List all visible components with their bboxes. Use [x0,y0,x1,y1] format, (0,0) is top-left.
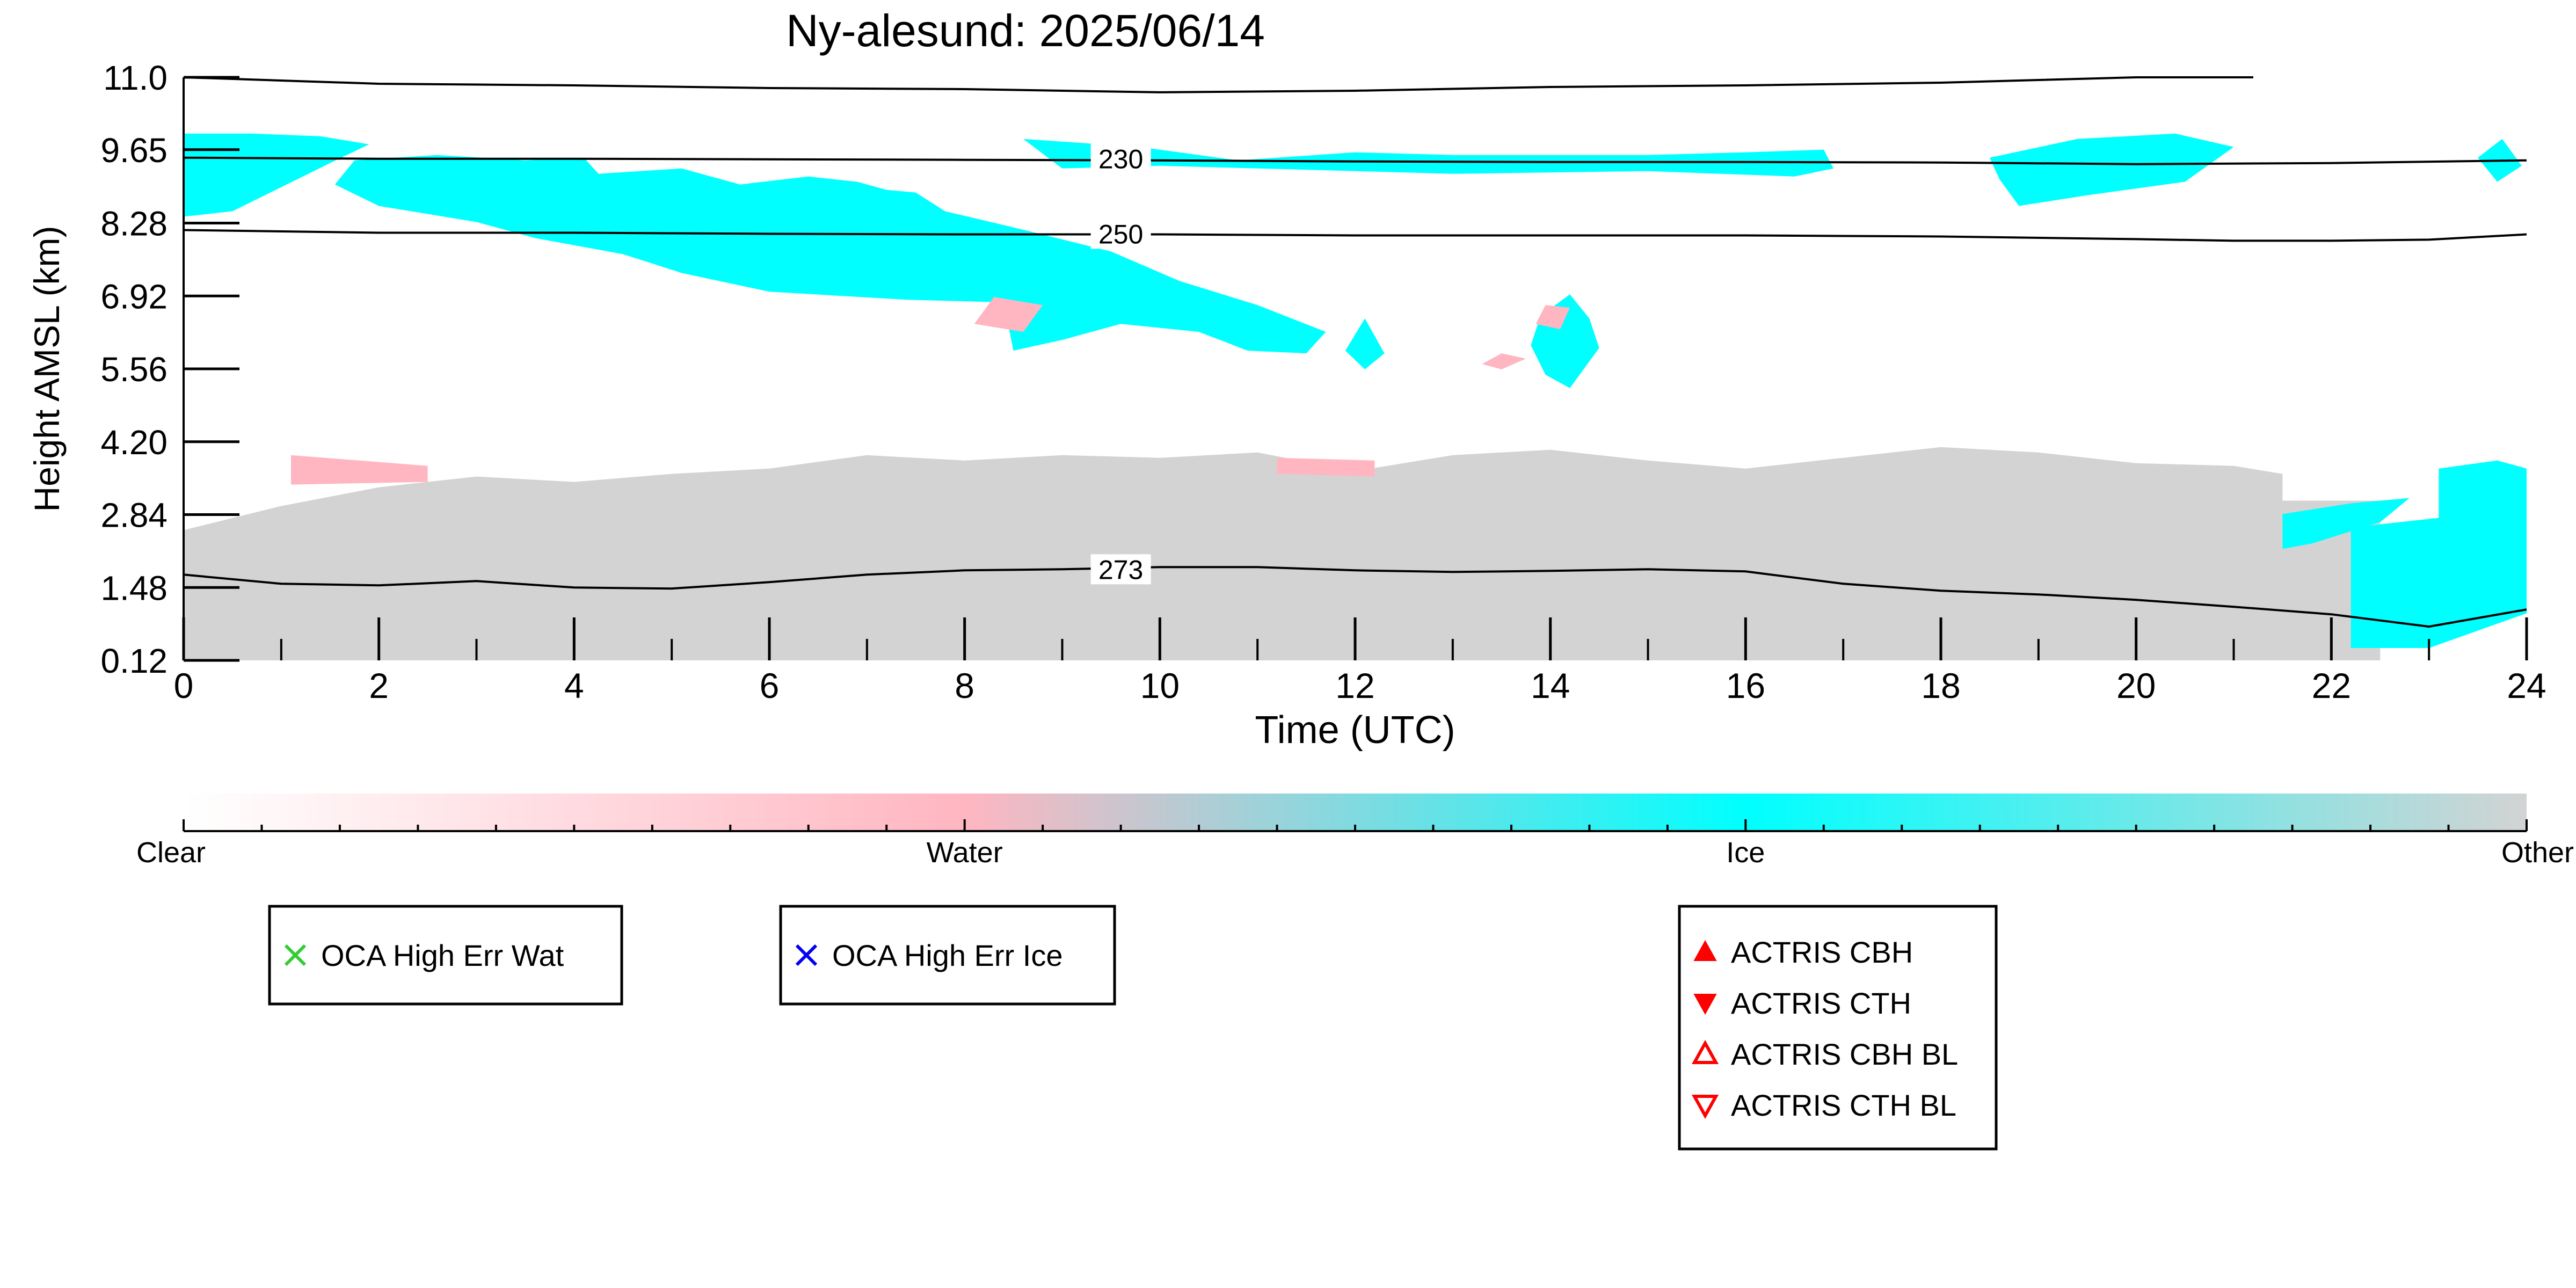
region-ice-3 [2282,498,2410,549]
y-tick-label: 9.65 [100,131,168,170]
y-ticks: 0.12 1.48 2.84 4.20 5.56 6.92 8.28 9.65 11.0 [100,59,239,680]
legend-box-0 [268,905,623,1006]
colorbar-label-ice: Ice [1726,836,1765,869]
y-tick-label: 11.0 [103,59,168,97]
legend-marker-cross [795,944,818,966]
colorbar: Clear Water Ice Other [136,794,2574,869]
colorbar-label-water: Water [927,836,1003,869]
region-other-0 [184,447,2283,660]
legend-marker-triangle-up-open [1691,1039,1719,1064]
colorbar-labels: Clear Water Ice Other [136,836,2574,869]
x-tick-label: 0 [174,666,194,705]
legend-marker-triangle-up-filled [1693,940,1717,961]
y-tick-label: 8.28 [100,205,168,243]
region-ice-10 [1989,133,2234,206]
legend-marker-cross [284,944,307,966]
region-ice-7 [1345,318,1385,369]
y-tick-label: 2.84 [100,496,168,535]
isotherm-line-250 [183,229,2527,242]
legend-marker-triangle-down-open [1691,1095,1719,1119]
x-tick-label: 6 [760,666,780,705]
colorbar-label-other: Other [2501,836,2574,869]
x-tick-label: 4 [564,666,584,705]
x-tick-label: 22 [2312,666,2351,705]
isotherm-label-230: 230 [1098,144,1143,174]
region-ice-5 [184,133,369,217]
x-tick-label: 20 [2116,666,2156,705]
axes: 0 2 4 6 8 10 12 14 16 18 20 22 24 0.121.482.844.205.… [100,59,2546,705]
region-water-12 [291,455,428,485]
x-tick-label: 16 [1726,666,1765,705]
x-tick-label: 10 [1140,666,1180,705]
region-water-13 [1277,457,1375,477]
y-tick-label: 5.56 [100,350,168,389]
chart-title: Ny-alesund: 2025/06/14 [786,5,1265,56]
x-tick-label: 12 [1335,666,1374,705]
x-axis-label: Time (UTC) [1255,709,1455,752]
region-water-16 [1482,353,1526,369]
legend-box-2 [1678,905,1998,1151]
y-tick-label: 4.20 [100,423,168,462]
x-ticks: 0 2 4 6 8 10 12 14 16 18 20 22 24 [174,617,2546,705]
y-axis-label: Height AMSL (km) [27,225,67,512]
y-tick-label: 0.12 [100,642,168,680]
region-ice-6 [334,155,1326,354]
isotherm-line-230 [183,156,2527,165]
legend-label: ACTRIS CBH [1731,935,1913,969]
colorbar-label-clear: Clear [136,836,206,869]
region-water-15 [1536,305,1570,330]
legend-label: ACTRIS CTH BL [1731,1088,1956,1122]
top-contour-line [183,76,2253,93]
legend-marker-triangle-down-filled [1693,994,1717,1015]
isotherm-label-273: 273 [1098,555,1143,585]
isotherm-lines: 230 250 273 [183,76,2527,628]
legend-label: ACTRIS CTH [1731,986,1911,1020]
region-water-14 [974,297,1043,332]
region-ice-9 [1023,139,1833,177]
x-tick-label: 18 [1921,666,1960,705]
x-tick-label: 2 [369,666,389,705]
x-tick-label: 14 [1531,666,1570,705]
x-tick-label: 8 [955,666,974,705]
y-tick-label: 1.48 [100,569,168,607]
isotherm-label-bg-250 [1090,219,1151,249]
y-tick-label: 6.92 [100,277,168,316]
legend-label: OCA High Err Wat [321,938,564,972]
isotherm-line-273 [183,566,2527,628]
colorbar-ticks [183,819,2528,831]
isotherm-label-bg-230 [1090,143,1151,174]
legends: OCA High Err Wat OCA High Err Ice ACTRIS C… [268,905,1998,1151]
legend-box-1 [779,905,1116,1006]
cloud-regions [184,133,2527,660]
legend-label: OCA High Err Ice [832,938,1063,972]
region-ice-4 [2439,460,2527,603]
isotherm-label-250: 250 [1098,219,1143,249]
legend-label: ACTRIS CBH BL [1731,1037,1958,1071]
x-tick-label: 24 [2507,666,2546,705]
isotherm-label-bg-273 [1090,554,1151,585]
